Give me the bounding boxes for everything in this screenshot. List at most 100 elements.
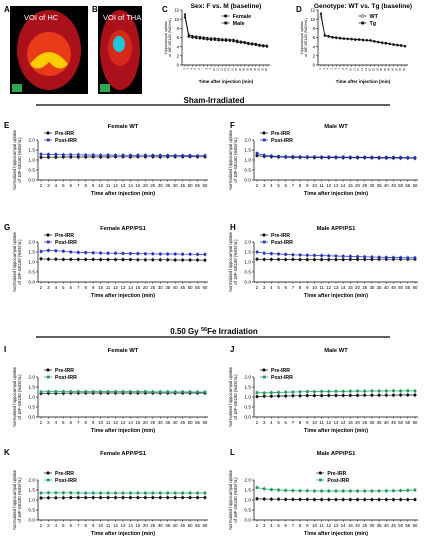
chart-k-point <box>121 491 125 495</box>
chart-l-point <box>305 497 309 501</box>
chart-k-legend-marker <box>46 478 50 482</box>
chart-j-point <box>291 394 295 398</box>
chart-i-xtick-label: 11 <box>106 420 111 425</box>
chart-f-legend-marker <box>262 131 266 135</box>
chart-h-ytick-label: 2.0 <box>244 240 251 246</box>
chart-h-point <box>298 253 302 257</box>
chart-c-point <box>206 36 209 39</box>
chart-i-xtick-label: 55 <box>195 420 200 425</box>
chart-g-point <box>76 257 80 261</box>
chart-k-xtick-label: 20 <box>143 523 148 528</box>
chart-h-title: Male APP/PS1 <box>317 226 357 232</box>
chart-g-series-0 <box>39 256 207 263</box>
chart-j-point <box>384 389 388 393</box>
chart-l-xtick-label: 12 <box>326 523 331 528</box>
chart-f-point <box>313 155 316 159</box>
chart-c-point <box>228 38 231 41</box>
section-fe: 0.50 Gy 56Fe Irradiation <box>36 327 390 338</box>
chart-c-point <box>239 40 242 43</box>
chart-d-point <box>327 35 330 38</box>
chart-d-point <box>358 38 361 41</box>
chart-g-point <box>143 258 147 262</box>
chart-c-point <box>262 44 265 47</box>
chart-k-point <box>39 491 43 495</box>
chart-f-xtick-label: 2 <box>256 183 259 188</box>
chart-d-xtick-label: 12 <box>356 67 360 70</box>
chart-k-xtick-label: 6 <box>70 523 73 528</box>
chart-k-point <box>106 496 110 500</box>
chart-d-ytick-label: 0 <box>313 63 316 68</box>
chart-c-ylabel-line2: of 18F-GE180 (%ID/mL) <box>168 18 172 57</box>
chart-k-point <box>69 496 73 500</box>
chart-h-legend-marker <box>262 240 266 244</box>
chart-d-point <box>342 37 345 40</box>
chart-f-ytick-label: 1.5 <box>244 148 251 154</box>
chart-d-ytick-label: 6 <box>313 35 316 40</box>
chart-g-point <box>196 253 199 256</box>
chart-l-point <box>413 488 417 492</box>
chart-i-xtick-label: 40 <box>173 420 178 425</box>
chart-h-point <box>320 254 323 257</box>
chart-h-point <box>370 255 374 259</box>
panel-j-letter: J <box>230 345 234 354</box>
chart-e-point <box>151 154 155 157</box>
chart-e-xtick-label: 12 <box>113 183 118 188</box>
chart-d-point <box>365 39 368 42</box>
chart-k-xtick-label: 5 <box>62 523 65 528</box>
chart-h-ylabel: Normalized hippocampal uptakeof 18F-GE18… <box>228 231 238 291</box>
chart-g-legend-label: Pre-IRR <box>55 233 74 239</box>
chart-d: D Genotype: WT vs. Tg (baseline)121086420… <box>296 3 412 84</box>
chart-g-xtick-label: 40 <box>173 285 178 290</box>
chart-j-point <box>320 390 323 393</box>
chart-e-xtick-label: 6 <box>70 183 73 188</box>
chart-c-point <box>202 36 205 39</box>
chart-j-point <box>262 391 266 395</box>
chart-f-point <box>298 155 302 159</box>
chart-k-point <box>91 496 95 500</box>
chart-j-point <box>348 393 352 397</box>
chart-j-point <box>327 393 331 397</box>
chart-c-point <box>236 39 239 42</box>
chart-l-point <box>341 489 345 493</box>
chart-f-xtick-label: 40 <box>384 183 389 188</box>
chart-d-point <box>362 38 364 41</box>
chart-d-ytick-label: 8 <box>313 26 316 31</box>
chart-f-xtick-label: 14 <box>341 183 346 188</box>
chart-i-xtick-label: 30 <box>158 420 163 425</box>
chart-f-point <box>305 155 309 159</box>
chart-k-xtick-label: 10 <box>98 523 103 528</box>
chart-l-xtick-label: 8 <box>299 523 302 528</box>
chart-f-xtick-label: 4 <box>270 183 273 188</box>
chart-h-point <box>349 255 352 258</box>
chart-e-point <box>54 153 58 156</box>
chart-j-point <box>413 389 417 393</box>
chart-i-point <box>84 390 88 393</box>
chart-f-point <box>277 155 280 158</box>
chart-j-point <box>377 389 381 393</box>
chart-c-xtick-label: 30 <box>242 67 246 70</box>
chart-l-ylabel-line1: Normalized hippocampal uptake <box>228 469 233 529</box>
chart-h-point <box>320 258 324 262</box>
chart-k-point <box>173 496 177 500</box>
chart-e-point <box>84 153 88 157</box>
chart-g-point <box>188 252 192 256</box>
chart-g-point <box>99 251 102 255</box>
chart-k-xtick-label: 50 <box>188 523 193 528</box>
chart-c-legend-marker <box>223 14 228 18</box>
chart-k-point <box>69 491 73 495</box>
chart-f-xtick-label: 30 <box>370 183 375 188</box>
chart-l-legend-label: Post-IRR <box>327 478 349 484</box>
chart-j-xtick-label: 60 <box>413 420 418 425</box>
section-fe-title: 0.50 Gy 56Fe Irradiation <box>170 327 258 336</box>
chart-d-xtick-label: 30 <box>379 67 383 70</box>
chart-e-point <box>62 153 65 157</box>
chart-j-xtick-label: 45 <box>391 420 396 425</box>
chart-d-xtick-label: 35 <box>383 67 387 70</box>
chart-j-point <box>262 394 266 398</box>
chart-e-xtick-label: 60 <box>203 183 208 188</box>
chart-k-point <box>173 491 177 495</box>
chart-g-point <box>76 251 80 254</box>
chart-k-point <box>76 491 80 495</box>
chart-l-xtick-label: 60 <box>413 523 418 528</box>
chart-f-point <box>377 156 381 159</box>
